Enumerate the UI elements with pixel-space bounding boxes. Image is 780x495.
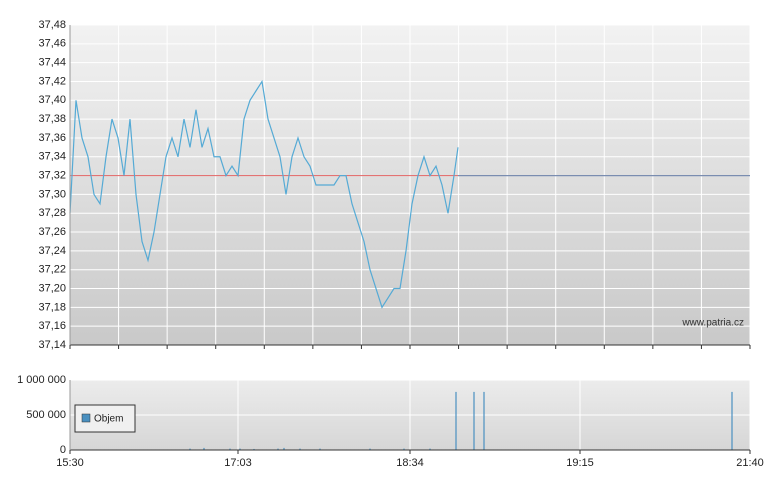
x-tick-label: 17:03: [224, 457, 252, 469]
y-tick-label: 0: [60, 444, 66, 456]
legend-label: Objem: [94, 414, 123, 425]
legend-swatch: [81, 413, 91, 423]
x-tick-label: 21:40: [736, 457, 764, 469]
y-tick-label: 37,48: [38, 19, 66, 31]
volume-bar: [239, 448, 241, 450]
volume-bar: [731, 391, 733, 450]
y-tick-label: 37,46: [38, 38, 66, 50]
volume-bar: [203, 447, 205, 450]
volume-bar: [253, 448, 255, 450]
volume-bar: [283, 447, 285, 450]
y-tick-label: 500 000: [26, 409, 66, 421]
y-tick-label: 1 000 000: [17, 374, 66, 386]
volume-bar: [369, 448, 371, 450]
y-tick-label: 37,40: [38, 94, 66, 106]
x-tick-label: 18:34: [396, 457, 424, 469]
y-tick-label: 37,24: [38, 245, 66, 257]
y-tick-label: 37,22: [38, 264, 66, 276]
volume-bar: [189, 448, 191, 450]
volume-bar: [473, 391, 475, 450]
volume-bar: [429, 448, 431, 450]
x-tick-label: 15:30: [56, 457, 84, 469]
price-line: [69, 79, 459, 309]
volume-bar: [277, 448, 279, 450]
x-tick-label: 19:15: [566, 457, 594, 469]
y-tick-label: 37,20: [38, 282, 66, 294]
watermark: www.patria.cz: [681, 318, 744, 329]
volume-bar: [229, 448, 231, 450]
y-tick-label: 37,42: [38, 75, 66, 87]
volume-bar: [299, 448, 301, 450]
y-tick-label: 37,18: [38, 301, 66, 313]
y-tick-label: 37,30: [38, 188, 66, 200]
y-tick-label: 37,36: [38, 132, 66, 144]
y-tick-label: 37,26: [38, 226, 66, 238]
volume-bar: [403, 448, 405, 450]
y-tick-label: 37,16: [38, 320, 66, 332]
volume-bar: [319, 448, 321, 450]
volume-bar: [455, 391, 457, 450]
y-tick-label: 37,34: [38, 151, 66, 163]
volume-bar: [483, 391, 485, 450]
y-tick-label: 37,14: [38, 339, 66, 351]
y-tick-label: 37,28: [38, 207, 66, 219]
y-tick-label: 37,32: [38, 169, 66, 181]
y-tick-label: 37,38: [38, 113, 66, 125]
y-tick-label: 37,44: [38, 57, 66, 69]
